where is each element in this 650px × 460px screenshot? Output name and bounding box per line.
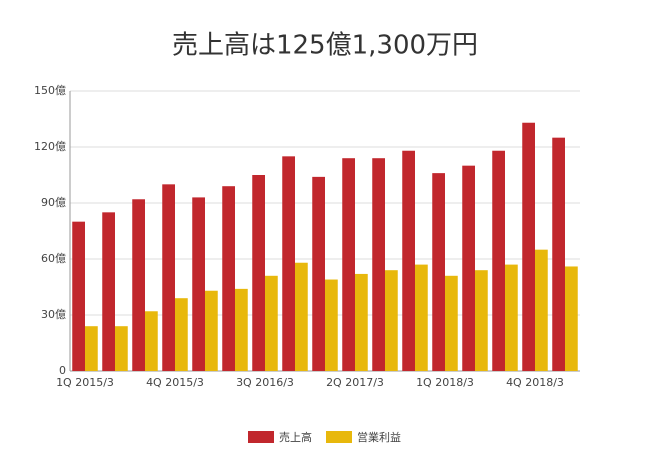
legend-label: 営業利益 — [357, 430, 401, 444]
x-tick-label: 1Q 2015/3 — [56, 376, 114, 389]
y-tick-label: 0 — [59, 364, 66, 377]
bar — [205, 290, 218, 371]
bar — [535, 249, 548, 371]
bar — [415, 264, 428, 371]
legend-swatch — [248, 431, 274, 443]
bar — [522, 122, 535, 371]
bar — [222, 186, 235, 371]
y-tick-label: 90億 — [41, 196, 66, 209]
bar — [475, 270, 488, 371]
bar — [102, 212, 115, 371]
x-tick-label: 4Q 2015/3 — [146, 376, 204, 389]
bar — [235, 288, 248, 371]
x-tick-label: 1Q 2018/3 — [416, 376, 474, 389]
bar — [552, 137, 565, 371]
bar — [355, 273, 368, 371]
bar — [295, 262, 308, 371]
y-tick-label: 150億 — [34, 84, 66, 97]
x-tick-label: 3Q 2016/3 — [236, 376, 294, 389]
bar — [85, 326, 98, 371]
bar — [432, 173, 445, 371]
bar — [372, 158, 385, 371]
legend-swatch — [326, 431, 352, 443]
y-tick-label: 30億 — [41, 308, 66, 321]
bar — [72, 221, 85, 371]
bar — [565, 266, 578, 371]
y-tick-label: 120億 — [34, 140, 66, 153]
y-tick-label: 60億 — [41, 252, 66, 265]
chart-title: 売上高は125億1,300万円 — [172, 31, 478, 61]
bar — [462, 165, 475, 371]
x-tick-label: 2Q 2017/3 — [326, 376, 384, 389]
bar — [342, 158, 355, 371]
bar — [162, 184, 175, 371]
bar — [325, 279, 338, 371]
bar — [265, 275, 278, 371]
bar — [402, 150, 415, 371]
bar — [505, 264, 518, 371]
bar — [385, 270, 398, 371]
bar — [492, 150, 505, 371]
bar — [312, 176, 325, 371]
bar — [282, 156, 295, 371]
legend-label: 売上高 — [279, 430, 312, 444]
x-tick-label: 4Q 2018/3 — [506, 376, 564, 389]
bar — [192, 197, 205, 371]
bar — [115, 326, 128, 371]
bar — [145, 311, 158, 371]
bar — [132, 199, 145, 371]
bar — [175, 298, 188, 371]
bar — [252, 175, 265, 371]
bar — [445, 275, 458, 371]
